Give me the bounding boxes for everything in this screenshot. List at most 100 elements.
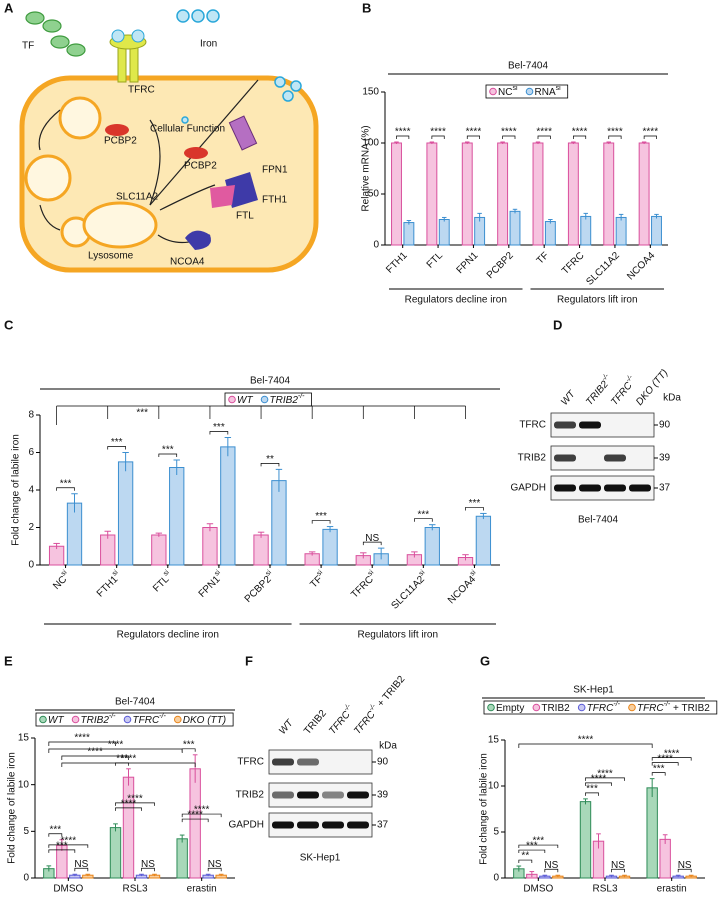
significance-label: *** [213,422,225,433]
significance-label: *** [315,511,327,522]
mw-label: 39 [377,790,389,801]
bar [438,219,450,246]
significance-label: *** [56,841,68,852]
significance-label: **** [121,754,137,765]
bar [509,210,521,246]
diagram-label: Cellular Function [150,124,225,135]
ferritin [210,185,235,208]
bar [322,528,338,566]
x-tick-label: FPN1 [455,250,481,276]
y-tick-label: 10 [488,781,500,792]
legend-marker [628,703,636,712]
significance-bracket [466,135,480,139]
significance-label: *** [183,739,195,750]
bar [659,838,671,879]
significance-label: *** [526,841,538,852]
significance-label: NS [611,860,625,871]
lane-label-sup: -/- [601,372,611,382]
blot-band [347,791,369,799]
legend-label-suffix: + TRIB2 [670,703,710,714]
significance-label: *** [417,509,429,520]
row-label: TRIB2 [236,790,265,801]
significance-label: *** [586,784,598,795]
significance-bracket [115,802,155,806]
bar [603,142,615,246]
significance-bracket [573,135,587,139]
bar [403,222,415,246]
significance-label: **** [643,127,659,138]
legend-label-text: TFRC [587,703,614,714]
diagram-label: FTL [236,211,254,222]
diagram-label: FPN1 [262,165,288,176]
significance-label: *** [116,753,128,764]
fpn1-channel [228,115,258,151]
x-tick-label: FTH1si [94,569,124,599]
legend-label: TRIB2 [541,703,570,714]
y-tick-label: 0 [28,560,34,571]
legend-box [35,712,234,727]
significance-bracket [396,135,410,139]
lane-label: WT [277,717,296,737]
bar [615,216,627,246]
bar [567,142,579,246]
bar [474,216,486,246]
legend-label-text: TRIB2 [270,395,299,406]
legend-label: TFRC-/- + TRIB2 [637,701,710,713]
bar [169,467,185,566]
y-tick-label: 0 [493,873,499,884]
chart-title: Bel-7404 [508,61,548,72]
lane-label-text: WT [559,388,578,408]
x-tick-label: FPN1si [196,569,227,600]
bar [426,142,438,246]
legend-label: TFRC-/- [587,701,621,713]
chart-title: Bel-7404 [115,697,155,708]
significance-label: **** [578,735,594,746]
blot-band [554,484,576,492]
diagram-label: Iron [200,39,217,50]
row-label: GAPDH [228,820,264,831]
significance-label: NS [544,860,558,871]
legend-marker [173,715,182,724]
bar [117,461,134,566]
bar [646,787,658,879]
diagram-label: PCBP2 [104,136,137,147]
significance-label: *** [653,763,665,774]
significance-bracket [643,135,657,139]
x-tick-label: NCsi [50,569,73,592]
y-tick-label: 5 [23,826,29,837]
row-label: TFRC [519,420,546,431]
lane-label-text: TFRC [352,709,378,737]
significance-bracket [158,453,178,457]
x-tick-label: FTLsi [150,569,175,594]
y-axis-label: Relative mRNA (%) [361,125,372,211]
panel-label: C [4,317,14,332]
group-label: Regulators decline iron [117,630,219,641]
unit-label: kDa [379,741,397,752]
legend-label-sup: si [556,85,562,92]
blot-band [272,821,294,829]
x-tick-label-text: SLC11A2 [389,573,427,611]
panel-label: G [480,653,490,668]
mw-label: 90 [659,420,671,431]
significance-label: **** [121,799,137,810]
bar [580,215,592,246]
significance-label: **** [395,127,411,138]
group-label: Regulators lift iron [357,630,438,641]
bar [475,515,492,566]
significance-bracket [431,135,445,139]
significance-label: **** [591,774,607,785]
row-label: TRIB2 [518,453,547,464]
significance-bracket [48,849,76,853]
diagram-label: TF [22,41,34,52]
unit-label: kDa [663,393,681,404]
lane-label: WT [559,388,578,408]
x-tick-label: RSL3 [592,884,617,895]
y-axis-label: Fold change of labile iron [7,752,18,864]
ferritin [225,172,258,208]
legend-marker [577,703,586,712]
y-tick-label: 100 [362,138,379,149]
blot-band [604,454,626,462]
significance-label: **** [187,810,203,821]
lane-label-text: WT [277,717,296,737]
lane-label-sup: -/- [368,703,378,713]
